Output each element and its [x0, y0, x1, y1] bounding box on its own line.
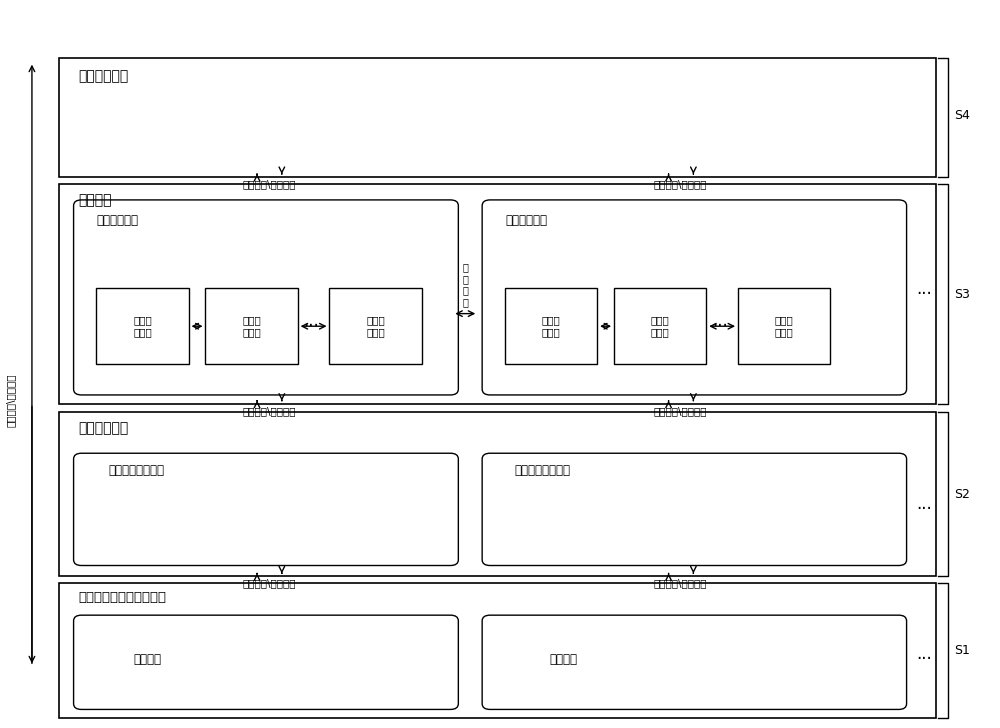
Text: 边缘决
策模块: 边缘决 策模块: [775, 315, 793, 337]
Text: 边缘决
策模块: 边缘决 策模块: [366, 315, 385, 337]
Text: 信息上传\指令下发: 信息上传\指令下发: [242, 179, 296, 189]
FancyBboxPatch shape: [205, 288, 298, 364]
Text: ···: ···: [917, 285, 932, 303]
Text: ···: ···: [917, 500, 932, 518]
Text: 数据采集与设备控制模块: 数据采集与设备控制模块: [79, 591, 167, 604]
FancyBboxPatch shape: [74, 454, 458, 566]
Text: 局部决策模块: 局部决策模块: [505, 214, 547, 227]
Text: S3: S3: [954, 288, 970, 301]
Text: 信息上传\指令下发: 信息上传\指令下发: [6, 373, 16, 427]
FancyBboxPatch shape: [614, 288, 706, 364]
Text: 信息上传\指令下发: 信息上传\指令下发: [654, 179, 707, 189]
Text: S1: S1: [954, 644, 970, 657]
Text: 信息提取模块: 信息提取模块: [79, 421, 129, 435]
Text: 边缘决
策模块: 边缘决 策模块: [542, 315, 560, 337]
Text: 边缘决
策模块: 边缘决 策模块: [242, 315, 261, 337]
Text: 局部设备: 局部设备: [133, 652, 161, 665]
Text: 局部信息提取模块: 局部信息提取模块: [515, 464, 571, 477]
Text: 边缘决
策模块: 边缘决 策模块: [651, 315, 670, 337]
Text: 决策模块: 决策模块: [79, 193, 112, 207]
Text: S4: S4: [954, 109, 970, 122]
FancyBboxPatch shape: [505, 288, 597, 364]
Text: ···: ···: [917, 650, 932, 668]
Text: S2: S2: [954, 488, 970, 501]
Text: 信息上传\指令下发: 信息上传\指令下发: [242, 579, 296, 588]
Text: 信息上传\指令下发: 信息上传\指令下发: [654, 579, 707, 588]
Text: ···: ···: [712, 317, 728, 335]
FancyBboxPatch shape: [329, 288, 422, 364]
Text: ···: ···: [304, 317, 319, 335]
FancyBboxPatch shape: [482, 200, 907, 395]
FancyBboxPatch shape: [96, 288, 189, 364]
Text: 指挥中心模块: 指挥中心模块: [79, 69, 129, 83]
Text: 局部决策模块: 局部决策模块: [96, 214, 138, 227]
FancyBboxPatch shape: [74, 615, 458, 710]
FancyBboxPatch shape: [59, 184, 936, 403]
FancyBboxPatch shape: [59, 583, 936, 718]
FancyBboxPatch shape: [482, 454, 907, 566]
Text: 边缘决
策模块: 边缘决 策模块: [133, 315, 152, 337]
FancyBboxPatch shape: [74, 200, 458, 395]
Text: 局部信息提取模块: 局部信息提取模块: [108, 464, 164, 477]
FancyBboxPatch shape: [59, 412, 936, 577]
Text: 信息上传\指令下发: 信息上传\指令下发: [242, 405, 296, 416]
FancyBboxPatch shape: [738, 288, 830, 364]
FancyBboxPatch shape: [482, 615, 907, 710]
Text: 局部设备: 局部设备: [550, 652, 578, 665]
Text: 信息上传\指令下发: 信息上传\指令下发: [654, 405, 707, 416]
Text: 协
议
的
进: 协 议 的 进: [462, 262, 468, 307]
FancyBboxPatch shape: [59, 58, 936, 177]
